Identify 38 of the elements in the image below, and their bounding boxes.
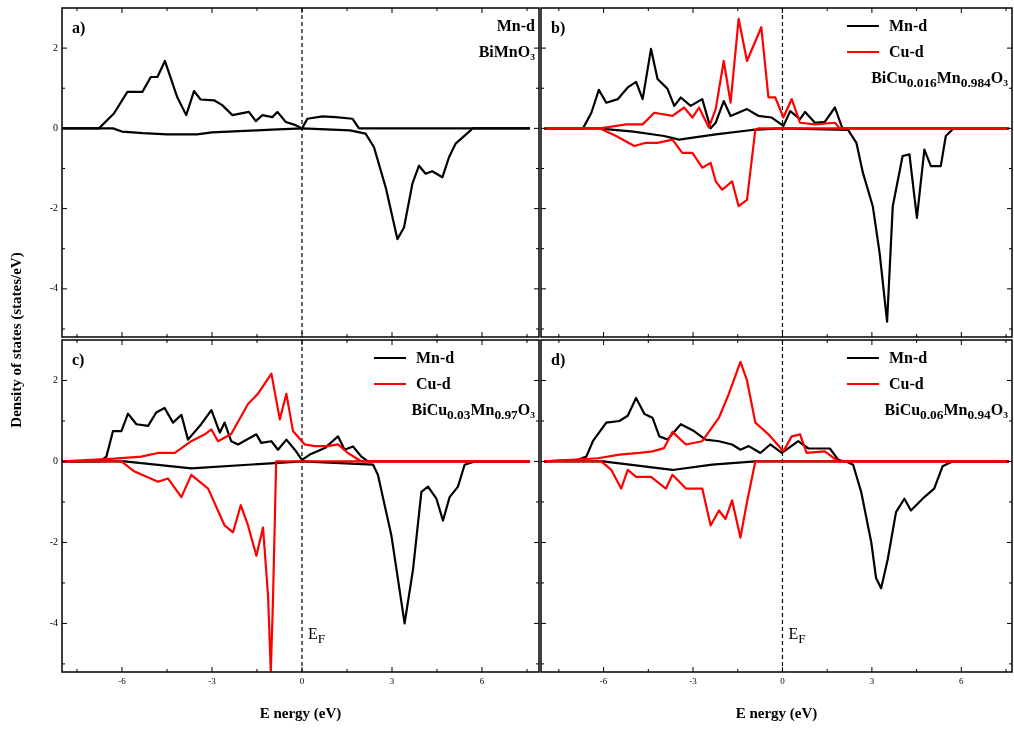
y-tick-label: -2 <box>49 202 58 214</box>
y-tick-label: -2 <box>49 536 58 548</box>
annotation: Mn-d <box>496 16 535 36</box>
y-tick-label: -4 <box>49 282 58 294</box>
ref-line-label: E$_{F}$ <box>788 624 806 649</box>
legend-label: Mn-d <box>889 16 928 36</box>
y-tick-label: 0 <box>53 121 58 133</box>
y-tick-label: 2 <box>53 41 58 53</box>
x-tick-label: -3 <box>208 675 217 686</box>
legend-label: Mn-d <box>416 348 455 368</box>
annotation: d) <box>551 350 566 370</box>
legend-label: Cu-d <box>889 42 924 62</box>
x-tick-label: -6 <box>118 675 127 686</box>
annotation: b) <box>551 18 566 38</box>
annotation: BiCu$_{0.03}$Mn$_{0.97}$O₃ <box>411 400 535 425</box>
x-tick-label: 0 <box>299 675 305 686</box>
annotation: BiMnO₃ <box>478 42 535 62</box>
ref-line-label: E$_{F}$ <box>308 624 326 649</box>
legend-label: Cu-d <box>889 374 924 394</box>
y-tick-label: 2 <box>53 374 58 386</box>
x-tick-label: -6 <box>599 675 608 686</box>
annotation: a) <box>72 18 86 38</box>
x-axis-title: E nergy (eV) <box>259 704 342 722</box>
x-tick-label: 3 <box>389 675 395 686</box>
annotation: BiCu$_{0.016}$Mn$_{0.984}$O₃ <box>871 68 1008 93</box>
legend-label: Cu-d <box>416 374 451 394</box>
x-tick-label: 6 <box>479 675 485 686</box>
x-tick-label: 6 <box>959 675 965 686</box>
y-axis-title: Density of states (states/eV) <box>7 252 25 428</box>
x-tick-label: -3 <box>689 675 698 686</box>
annotation: c) <box>72 350 85 370</box>
x-tick-label: 3 <box>869 675 875 686</box>
y-tick-label: 0 <box>53 455 58 467</box>
y-tick-label: -4 <box>49 617 58 629</box>
annotation: BiCu$_{0.06}$Mn$_{0.94}$O₃ <box>884 400 1008 425</box>
x-axis-title: E nergy (eV) <box>735 704 818 722</box>
legend-label: Mn-d <box>889 348 928 368</box>
x-tick-label: 0 <box>780 675 786 686</box>
